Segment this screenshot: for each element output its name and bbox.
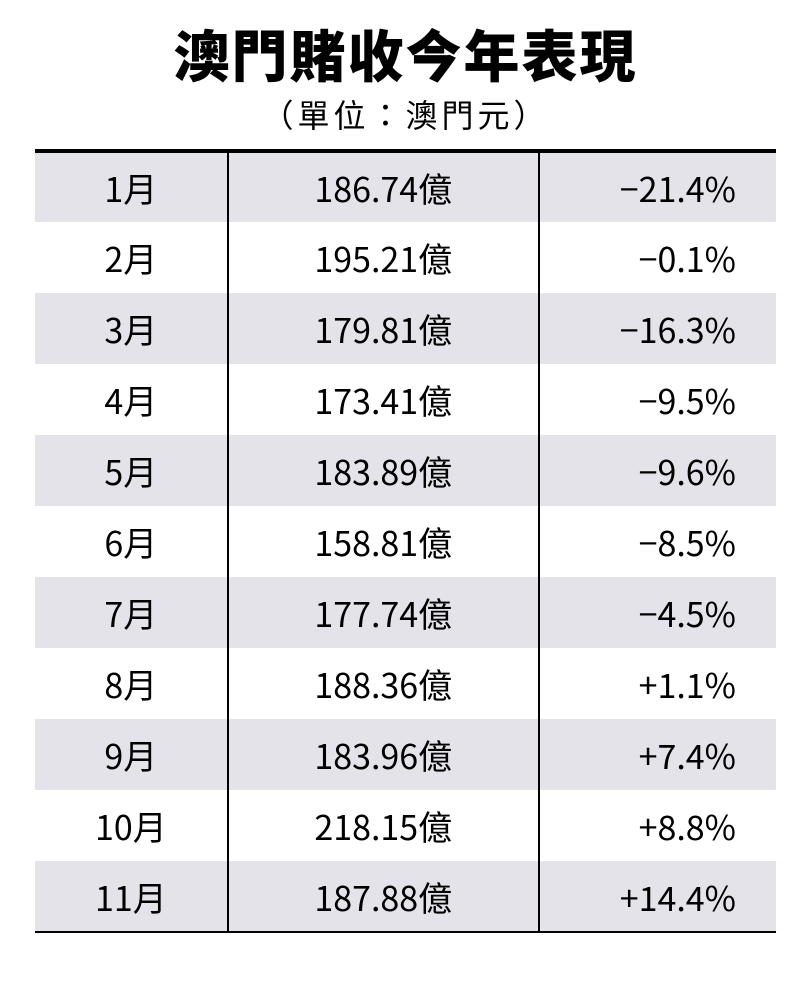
cell-month: 8月 — [35, 648, 228, 719]
cell-change: −0.1% — [539, 222, 776, 293]
cell-change: +14.4% — [539, 861, 776, 932]
cell-amount: 187.88億 — [228, 861, 539, 932]
page-subtitle: （單位：澳門元） — [35, 91, 776, 137]
table-row: 5月 183.89億 −9.6% — [35, 435, 776, 506]
cell-amount: 195.21億 — [228, 222, 539, 293]
table-row: 2月 195.21億 −0.1% — [35, 222, 776, 293]
cell-amount: 158.81億 — [228, 506, 539, 577]
cell-change: −9.6% — [539, 435, 776, 506]
revenue-table: 1月 186.74億 −21.4% 2月 195.21億 −0.1% 3月 17… — [35, 149, 776, 933]
table-row: 6月 158.81億 −8.5% — [35, 506, 776, 577]
cell-amount: 186.74億 — [228, 151, 539, 222]
cell-month: 11月 — [35, 861, 228, 932]
cell-month: 3月 — [35, 293, 228, 364]
header: 澳門賭收今年表現 （單位：澳門元） — [35, 20, 776, 137]
cell-change: +8.8% — [539, 790, 776, 861]
cell-month: 1月 — [35, 151, 228, 222]
cell-month: 9月 — [35, 719, 228, 790]
page-title: 澳門賭收今年表現 — [35, 20, 776, 87]
cell-change: +1.1% — [539, 648, 776, 719]
cell-amount: 183.96億 — [228, 719, 539, 790]
cell-change: −16.3% — [539, 293, 776, 364]
cell-amount: 188.36億 — [228, 648, 539, 719]
cell-amount: 173.41億 — [228, 364, 539, 435]
table-row: 4月 173.41億 −9.5% — [35, 364, 776, 435]
cell-change: −9.5% — [539, 364, 776, 435]
cell-change: +7.4% — [539, 719, 776, 790]
cell-amount: 183.89億 — [228, 435, 539, 506]
cell-month: 10月 — [35, 790, 228, 861]
cell-amount: 179.81億 — [228, 293, 539, 364]
cell-month: 6月 — [35, 506, 228, 577]
table-row: 9月 183.96億 +7.4% — [35, 719, 776, 790]
table-row: 1月 186.74億 −21.4% — [35, 151, 776, 222]
table-row: 8月 188.36億 +1.1% — [35, 648, 776, 719]
table-row: 3月 179.81億 −16.3% — [35, 293, 776, 364]
cell-month: 7月 — [35, 577, 228, 648]
cell-month: 4月 — [35, 364, 228, 435]
cell-change: −21.4% — [539, 151, 776, 222]
cell-month: 5月 — [35, 435, 228, 506]
cell-change: −8.5% — [539, 506, 776, 577]
cell-amount: 218.15億 — [228, 790, 539, 861]
table-row: 11月 187.88億 +14.4% — [35, 861, 776, 932]
table-row: 10月 218.15億 +8.8% — [35, 790, 776, 861]
cell-change: −4.5% — [539, 577, 776, 648]
cell-month: 2月 — [35, 222, 228, 293]
cell-amount: 177.74億 — [228, 577, 539, 648]
table-row: 7月 177.74億 −4.5% — [35, 577, 776, 648]
